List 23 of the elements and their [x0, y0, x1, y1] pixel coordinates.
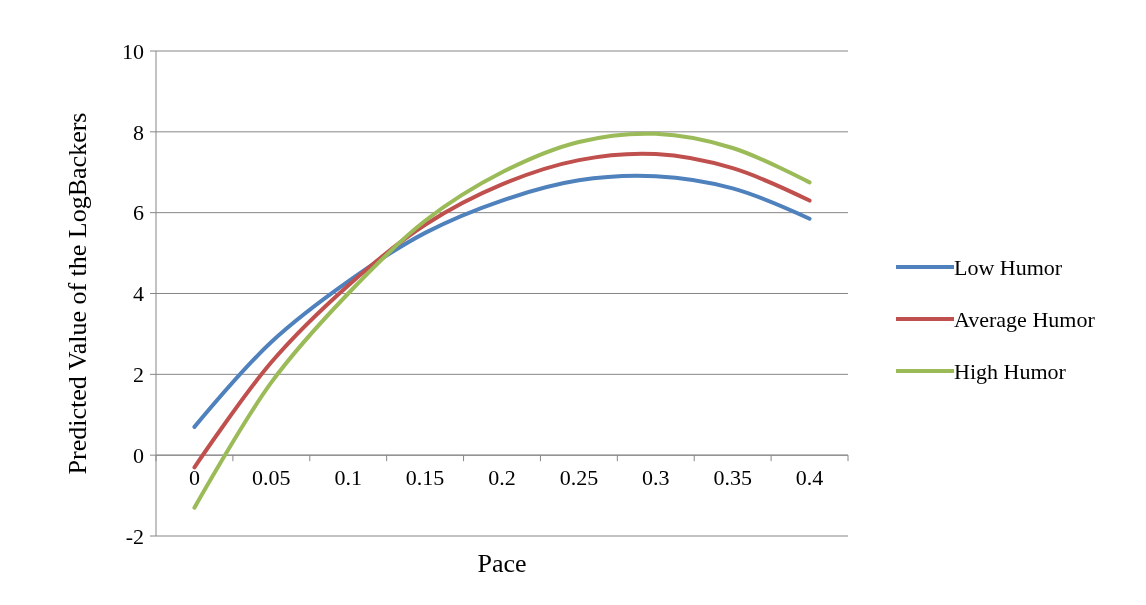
- x-tick-label: 0.35: [713, 465, 752, 491]
- x-tick-label: 0.15: [405, 465, 445, 491]
- x-tick-label: 0: [188, 465, 200, 491]
- x-tick-label: 0.2: [488, 465, 516, 491]
- legend-label: Average Humor: [954, 306, 1096, 332]
- y-tick-label: 2: [133, 362, 144, 388]
- x-tick-label: 0.05: [252, 465, 291, 491]
- y-tick-label: 6: [133, 200, 144, 226]
- line-series: [192, 173, 812, 429]
- y-tick-label: 4: [133, 281, 144, 307]
- x-tick-label: 0.25: [559, 465, 599, 491]
- legend-label: Low Humor: [954, 254, 1063, 280]
- x-tick-label: 0.3: [642, 465, 670, 491]
- x-axis-title: Pace: [477, 549, 527, 578]
- line-series: [192, 151, 812, 470]
- y-tick-label: 10: [122, 38, 144, 64]
- legend-label: High Humor: [954, 358, 1067, 384]
- y-tick-label: 0: [133, 442, 144, 468]
- x-tick-label: 0.4: [795, 465, 824, 491]
- x-tick-label: 0.1: [334, 465, 362, 491]
- y-axis-title: Predicted Value of the LogBackers: [63, 112, 92, 475]
- y-tick-label: -2: [125, 523, 144, 549]
- y-tick-label: 8: [133, 119, 144, 145]
